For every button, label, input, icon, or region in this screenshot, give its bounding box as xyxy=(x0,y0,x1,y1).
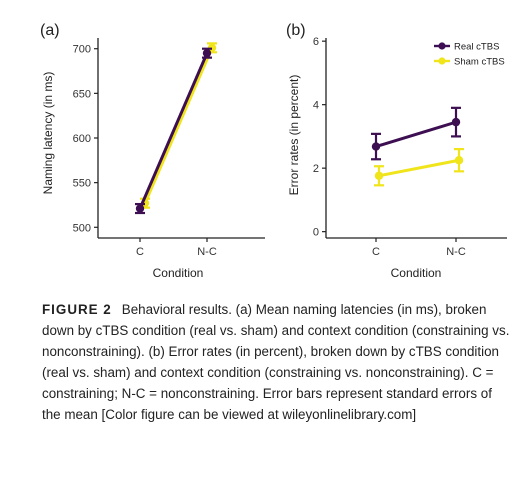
panel-b-series-real-line xyxy=(375,120,457,149)
panel-a-y-tick-label: 500 xyxy=(73,222,91,234)
panel-b-ylabel: Error rates (in percent) xyxy=(287,75,301,196)
panel-b-series-sham-point xyxy=(374,171,384,180)
panel-b-y-tick-label: 6 xyxy=(313,36,319,48)
panel-a-label: (a) xyxy=(40,22,60,39)
panel-a-xlabel: Condition xyxy=(153,266,204,280)
panel-b-series-real-point xyxy=(451,117,461,127)
figure-caption: FIGURE 2 Behavioral results. (a) Mean nam… xyxy=(42,299,512,425)
panel-a-y-tick-label: 550 xyxy=(73,178,91,190)
panel-b-y-tick-label: 4 xyxy=(313,100,319,112)
panel-b-series-sham-line xyxy=(378,158,460,178)
panel-b-x-tick-label: N-C xyxy=(446,246,466,258)
panel-b-x-tick-label: C xyxy=(372,246,380,258)
panel-b-y-tick-label: 2 xyxy=(313,163,319,175)
panel-a-series-sham-line xyxy=(143,47,214,204)
panel-a-ylabel: Naming latency (in ms) xyxy=(41,72,55,195)
panel-a-x-tick-label: N-C xyxy=(197,246,217,258)
panel-a-y-tick-label: 600 xyxy=(73,133,91,145)
panel-b-legend-real-label: Real cTBS xyxy=(454,42,499,53)
panel-a-series-real-point xyxy=(202,48,212,58)
caption-label: FIGURE 2 xyxy=(42,302,112,317)
panel-b-series-real-point xyxy=(371,142,381,151)
panel-a-series-real-point xyxy=(135,204,145,213)
panel-b-plot: 0 2 4 6 C N-C Real cTBS Sham cTBS xyxy=(313,36,507,258)
panel-a-x-tick-label: C xyxy=(136,246,144,258)
panel-a-series-real-line xyxy=(138,52,209,210)
panel-b-xlabel: Condition xyxy=(391,266,442,280)
panel-b-legend-sham-marker xyxy=(438,57,446,65)
panel-b-label: (b) xyxy=(286,22,306,39)
panel-b-legend-real-marker xyxy=(438,42,446,50)
caption-text: Behavioral results. (a) Mean naming late… xyxy=(42,302,510,422)
panel-b-legend-sham-label: Sham cTBS xyxy=(454,57,505,68)
figure: (a) (b) Naming latency (in ms) Error rat… xyxy=(40,22,507,280)
panel-b-series-sham-point xyxy=(454,156,464,165)
panel-a-y-tick-label: 700 xyxy=(73,44,91,56)
panel-b-y-tick-label: 0 xyxy=(313,227,319,239)
panel-a-plot: 500 550 600 650 700 C N-C xyxy=(73,38,265,258)
panel-a-y-tick-label: 650 xyxy=(73,88,91,100)
